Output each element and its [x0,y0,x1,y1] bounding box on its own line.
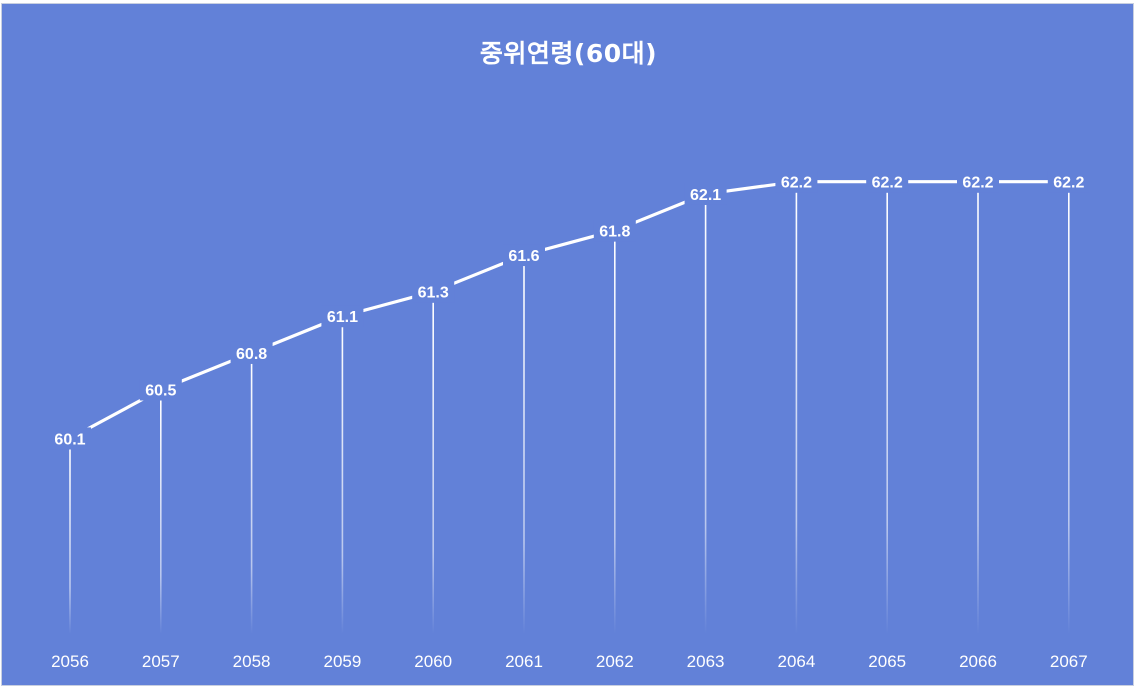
chart-area: 중위연령(60대) 60.1 60.5 60.8 61.1 61.3 61.6 61.8 62… [1,3,1134,686]
line-chart: 60.1 60.5 60.8 61.1 61.3 61.6 61.8 62.1 62.2 62.2… [49,170,1090,671]
x-tick-label-2064: 2064 [777,652,815,671]
data-label-text: 60.8 [236,346,267,363]
data-label-text: 61.6 [508,248,539,265]
data-label-bg [1047,170,1090,193]
drop-line-2064 [795,192,798,635]
data-label-2065: 62.2 [866,170,909,193]
data-label-bg [593,219,636,242]
x-tick-label-2060: 2060 [414,652,452,671]
drop-line-2065 [886,192,888,635]
x-axis: 2056 2057 2058 2059 2060 2061 2062 2063 2064 2065… [51,652,1088,671]
data-label-bg [321,305,364,328]
data-label-2056: 60.1 [49,427,91,450]
x-tick-label-2067: 2067 [1050,652,1088,671]
data-label-text: 61.3 [418,285,449,302]
data-label-text: 60.1 [54,431,85,448]
data-label-text: 62.2 [872,175,903,192]
data-label-bg [684,182,727,205]
data-label-bg [775,170,818,193]
data-label-bg [866,170,909,193]
data-label-text: 61.8 [599,224,630,241]
x-tick-label-2059: 2059 [323,652,361,671]
drop-line-2060 [432,302,434,634]
data-label-2057: 60.5 [139,378,182,401]
data-label-text: 62.2 [1053,175,1084,192]
data-label-text: 61.1 [327,309,358,326]
data-label-text: 62.2 [781,175,812,192]
drop-line-2057 [160,400,162,634]
chart-title: 중위연령(60대) [479,39,658,68]
data-label-2063: 62.1 [684,182,727,205]
x-tick-label-2056: 2056 [51,652,89,671]
data-label-2064: 62.2 [775,170,818,193]
data-label-bg [230,341,273,364]
x-tick-label-2066: 2066 [959,652,997,671]
data-label-2066: 62.2 [957,170,999,193]
data-label-text: 62.1 [690,187,721,204]
x-tick-label-2063: 2063 [687,652,725,671]
x-tick-label-2057: 2057 [142,652,180,671]
drop-line-2056 [69,449,71,634]
data-label-bg [139,378,182,401]
data-label-bg [957,170,999,193]
x-tick-label-2065: 2065 [868,652,906,671]
data-label-bg [49,427,91,450]
drop-line-2063 [704,204,707,634]
x-tick-label-2058: 2058 [233,652,271,671]
drop-line-2062 [614,241,616,634]
data-label-2058: 60.8 [230,341,273,364]
data-labels: 60.1 60.5 60.8 61.1 61.3 61.6 61.8 62.1 62.2 62.2… [49,170,1090,450]
data-label-2062: 61.8 [593,219,636,242]
x-tick-label-2061: 2061 [505,652,543,671]
data-label-text: 60.5 [145,383,176,400]
series-line [68,180,1071,440]
data-label-text: 62.2 [962,175,993,192]
data-label-bg [412,280,455,303]
x-tick-label-2062: 2062 [596,652,634,671]
data-label-2060: 61.3 [412,280,455,303]
data-label-2067: 62.2 [1047,170,1090,193]
drop-line-2066 [977,192,979,635]
drop-line-2061 [523,266,525,634]
drop-line-2059 [341,327,344,634]
data-label-bg [503,244,545,267]
drop-lines [69,192,1070,635]
data-label-2059: 61.1 [321,305,364,328]
drop-line-2067 [1068,192,1070,635]
drop-line-2058 [250,363,253,634]
data-label-2061: 61.6 [503,244,545,267]
